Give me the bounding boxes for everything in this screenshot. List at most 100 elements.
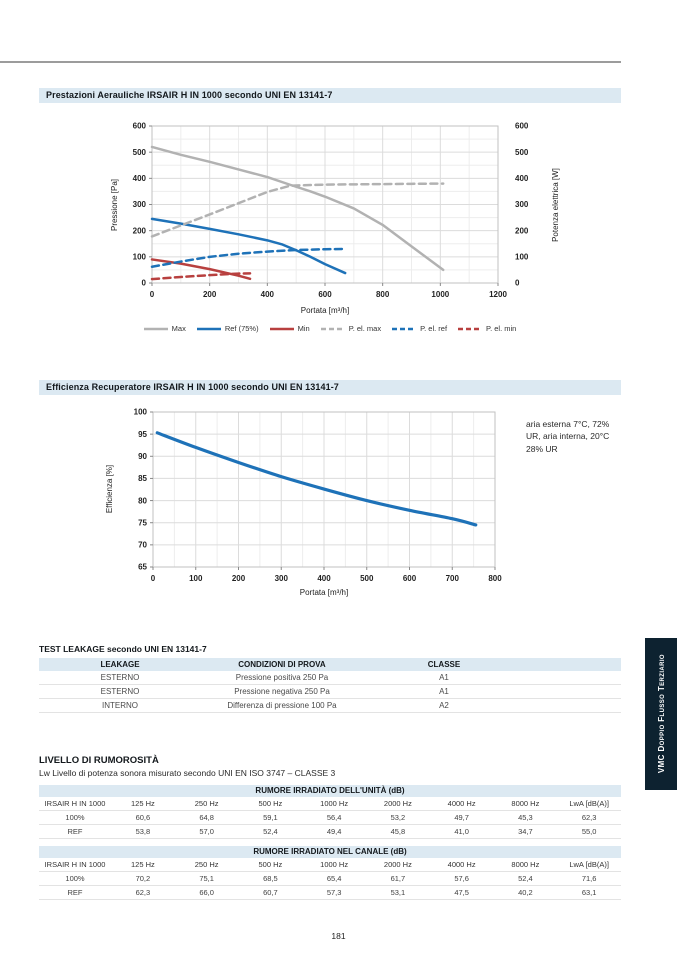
legend-item: Ref (75%) <box>196 324 259 333</box>
leakage-header-row: LEAKAGE CONDIZIONI DI PROVA CLASSE <box>39 658 621 671</box>
x-tick-label: 200 <box>203 290 217 299</box>
table-cell: 4000 Hz <box>447 860 476 869</box>
y-tick-label: 80 <box>138 496 147 505</box>
noise-data-row: 100% 60,6 64,8 59,1 56,4 53,2 49,7 45,3 62,3 <box>39 811 621 825</box>
x-tick-label: 600 <box>403 574 417 583</box>
series-p-el-max <box>150 182 445 238</box>
y2-tick-label: 600 <box>515 122 529 131</box>
noise-section-title: LIVELLO DI RUMOROSITÀ <box>39 755 159 766</box>
legend-label: P. el. min <box>486 324 517 333</box>
chart2-x-axis-label: Portata [m³/h] <box>299 588 349 597</box>
y-tick-label: 65 <box>138 563 147 572</box>
y2-tick-label: 0 <box>515 279 520 288</box>
y-tick-label: 500 <box>133 148 147 157</box>
y-tick-label: 300 <box>133 200 147 209</box>
table-cell: 125 Hz <box>130 799 155 808</box>
x-tick-label: 700 <box>446 574 460 583</box>
x-tick-label: 400 <box>261 290 275 299</box>
table-cell: CLASSE <box>427 660 461 669</box>
table-cell: 55,0 <box>581 827 597 836</box>
table-cell: 66,0 <box>199 888 214 897</box>
table-cell: 62,3 <box>135 888 151 897</box>
table-cell: 56,4 <box>326 813 342 822</box>
table-cell: 34,7 <box>518 827 533 836</box>
legend-label: P. el. ref <box>420 324 448 333</box>
leakage-row: ESTERNO Pressione positiva 250 Pa A1 <box>39 671 621 685</box>
legend-label: Ref (75%) <box>224 324 259 333</box>
legend-line-sample <box>320 327 345 330</box>
y-tick-label: 75 <box>138 518 147 527</box>
table-cell: LEAKAGE <box>100 660 140 669</box>
noise-header-row: IRSAIR H IN 1000 125 Hz 250 Hz 500 Hz 1000 H… <box>39 858 621 872</box>
x-tick-label: 0 <box>151 574 156 583</box>
x-tick-label: 300 <box>275 574 289 583</box>
efficiency-chart: 65 70 75 80 85 90 95 100 0 100 200 300 400 500 600 700 8… <box>134 408 503 583</box>
x-tick-label: 500 <box>360 574 374 583</box>
x-tick-label: 100 <box>189 574 203 583</box>
series-p-el-ref <box>150 247 347 269</box>
table-cell: 53,2 <box>390 813 406 822</box>
legend-line-sample <box>269 327 294 330</box>
y-tick-label: 200 <box>133 226 147 235</box>
x-tick-label: 1000 <box>431 290 449 299</box>
table-cell: 53,1 <box>390 888 406 897</box>
y2-tick-label: 300 <box>515 200 529 209</box>
y-tick-label: 400 <box>133 174 147 183</box>
x-tick-label: 800 <box>376 290 390 299</box>
table-cell: A2 <box>439 701 449 710</box>
table-cell: 41,0 <box>454 827 469 836</box>
noise-data-row: REF 53,8 57,0 52,4 49,4 45,8 41,0 34,7 55,0 <box>39 825 621 839</box>
chart2-y-axis-label: Efficienza [%] <box>105 464 114 514</box>
legend-label: Max <box>171 324 186 333</box>
y-tick-label: 70 <box>138 541 147 550</box>
table-cell: 250 Hz <box>194 799 219 808</box>
table-cell: 53,8 <box>135 827 151 836</box>
y-tick-label: 85 <box>138 474 147 483</box>
y-tick-label: 100 <box>133 253 147 262</box>
table-cell: 70,2 <box>135 874 151 883</box>
table-cell: 250 Hz <box>194 860 219 869</box>
table-cell: 59,1 <box>263 813 278 822</box>
noise-data-row: 100% 70,2 75,1 68,5 65,4 61,7 57,6 52,4 71,6 <box>39 872 621 886</box>
legend-item: Max <box>143 324 186 333</box>
series-p-el-min <box>150 272 252 281</box>
table-cell: 68,5 <box>263 874 278 883</box>
table-cell: LwA [dB(A)] <box>569 799 609 808</box>
page-number: 181 <box>331 931 346 941</box>
table-cell: 63,1 <box>581 888 597 897</box>
legend-line-sample <box>458 327 483 330</box>
y2-tick-label: 500 <box>515 148 529 157</box>
legend-line-sample <box>196 327 221 330</box>
legend-item: P. el. min <box>458 324 516 333</box>
leakage-section-title: TEST LEAKAGE secondo UNI EN 13141-7 <box>39 644 207 654</box>
table-cell: 45,3 <box>518 813 533 822</box>
noise-table-unit: RUMORE IRRADIATO DELL'UNITÀ (dB) IRSAIR H… <box>39 785 621 839</box>
table-cell: 4000 Hz <box>447 799 476 808</box>
table-cell: 47,5 <box>454 888 469 897</box>
noise-table-duct: RUMORE IRRADIATO NEL CANALE (dB) IRSAIR H… <box>39 846 621 900</box>
table-cell: 40,2 <box>518 888 533 897</box>
noise-header-row: IRSAIR H IN 1000 125 Hz 250 Hz 500 Hz 1000 H… <box>39 797 621 811</box>
legend-item: P. el. max <box>320 324 381 333</box>
legend-line-sample <box>143 327 168 330</box>
y2-tick-label: 400 <box>515 174 529 183</box>
table-cell: A1 <box>439 673 449 682</box>
table-cell: 500 Hz <box>258 860 283 869</box>
y-tick-label: 95 <box>138 430 147 439</box>
table-cell: 8000 Hz <box>511 799 540 808</box>
table-cell: Differenza di pressione 100 Pa <box>227 701 337 710</box>
x-tick-label: 400 <box>317 574 331 583</box>
table-cell: CONDIZIONI DI PROVA <box>238 660 326 669</box>
y-tick-label: 600 <box>133 122 147 131</box>
x-tick-label: 1200 <box>489 290 507 299</box>
table-cell: 125 Hz <box>130 860 155 869</box>
table-cell: 100% <box>65 874 85 883</box>
table-cell: 8000 Hz <box>511 860 540 869</box>
y-tick-label: 0 <box>142 279 147 288</box>
table-cell: 64,8 <box>199 813 214 822</box>
table-cell: 500 Hz <box>258 799 283 808</box>
table-cell: REF <box>67 888 83 897</box>
legend-line-sample <box>392 327 417 330</box>
table-cell: ESTERNO <box>100 687 140 696</box>
